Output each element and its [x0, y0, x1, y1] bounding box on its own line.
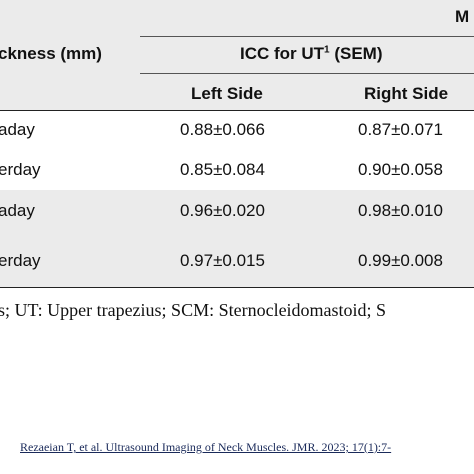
header-left: Left Side	[191, 84, 263, 103]
rule	[0, 287, 474, 288]
cell: 0.85±0.084	[180, 160, 265, 179]
header-band	[0, 0, 474, 110]
icc-suffix: (SEM)	[334, 44, 383, 63]
footnote: s; UT: Upper trapezius; SCM: Sternocleid…	[0, 300, 387, 320]
row-label: erday	[0, 160, 41, 179]
header-top: M	[455, 7, 470, 26]
header-icc: ICC for UT1 (SEM)	[240, 44, 383, 64]
rule	[140, 73, 474, 74]
icc-title: ICC for UT	[240, 44, 325, 63]
cell: 0.87±0.071	[358, 120, 443, 139]
row-label: aday	[0, 201, 35, 220]
citation: Rezaeian T, et al. Ultrasound Imaging of…	[20, 440, 392, 454]
cell: 0.99±0.008	[358, 251, 443, 270]
header-right: Right Side	[364, 84, 449, 103]
header-first-column: ckness (mm)	[0, 44, 102, 63]
rule	[0, 110, 474, 111]
cell: 0.88±0.066	[180, 120, 265, 139]
row-label: aday	[0, 120, 35, 139]
rule	[140, 36, 474, 37]
cell: 0.97±0.015	[180, 251, 265, 270]
cell: 0.98±0.010	[358, 201, 443, 220]
icc-superscript: 1	[324, 44, 330, 56]
row-band	[0, 190, 474, 287]
cell: 0.96±0.020	[180, 201, 265, 220]
row-label: erday	[0, 251, 41, 270]
cell: 0.90±0.058	[358, 160, 443, 179]
